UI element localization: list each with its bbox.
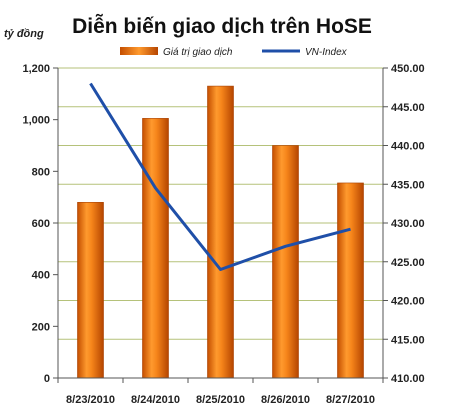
x-tick-label: 8/25/2010 [196,394,245,406]
y-left-tick-label: 400 [32,270,50,282]
bar [142,118,169,379]
bar [337,182,364,379]
y-left-tick-label: 0 [44,373,50,385]
vn-index-series-line [89,82,351,271]
y-right-tick-label: 445.00 [391,102,425,114]
x-tick-label: 8/24/2010 [131,394,180,406]
x-tick-label: 8/23/2010 [66,394,115,406]
legend-swatch-bar [120,47,158,55]
y-right-tick-label: 430.00 [391,218,425,230]
y-left-tick-label: 800 [32,166,50,178]
y-left-tick-label: 200 [32,321,50,333]
x-ticks: 8/23/2010 8/24/2010 8/25/2010 8/26/2010 8/27… [66,394,375,406]
legend-label-line: VN-Index [305,47,348,58]
legend: Giá trị giao dịch VN-Index [120,47,348,58]
legend-label-bar: Giá trị giao dịch [163,47,233,58]
y-right-tick-label: 450.00 [391,63,425,75]
y-right-tick-label: 440.00 [391,141,425,153]
x-tick-label: 8/27/2010 [326,394,375,406]
y-left-tick-label: 600 [32,218,50,230]
bar [272,145,299,379]
vn-index-line [89,82,351,271]
unit-label: tỷ đồng [4,28,44,40]
y-right-tick-label: 410.00 [391,373,425,385]
chart-title: Diễn biến giao dịch trên HoSE [72,14,372,38]
bar [77,202,104,379]
y-left-tick-label: 1,200 [22,63,50,75]
y-left-tick-label: 1,000 [22,115,50,127]
y-right-ticks: 410.00 415.00 420.00 425.00 430.00 435.00 440.… [383,63,425,385]
x-tick-label: 8/26/2010 [261,394,310,406]
y-right-tick-label: 425.00 [391,257,425,269]
y-right-tick-label: 435.00 [391,179,425,191]
y-right-tick-label: 415.00 [391,334,425,346]
y-right-tick-label: 420.00 [391,296,425,308]
y-left-ticks: 0 200 400 600 800 1,000 1,200 [22,63,58,385]
bar [207,85,234,379]
